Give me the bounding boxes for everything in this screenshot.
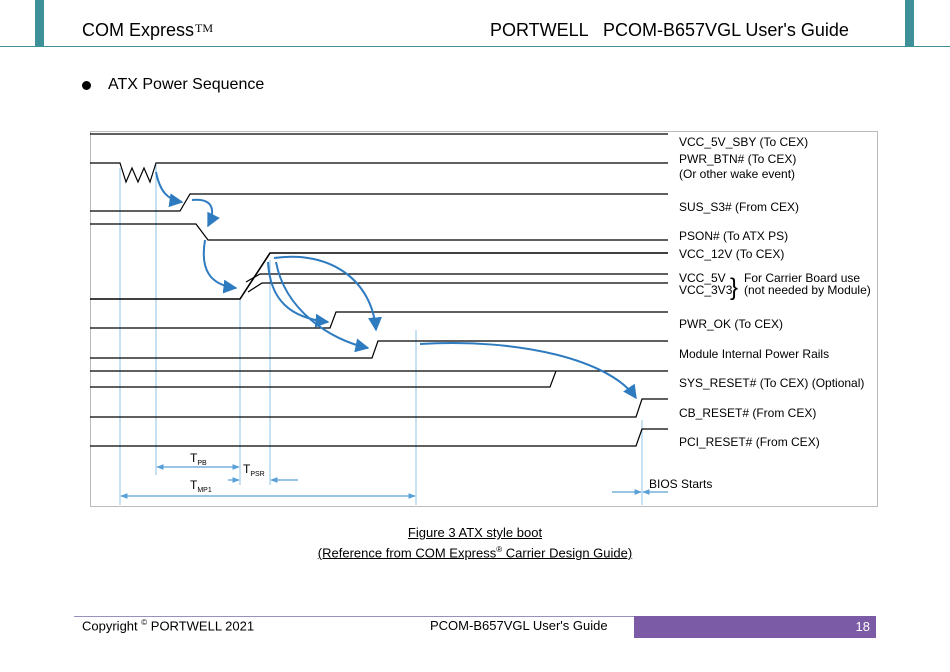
figure-reference: (Reference from COM Express® Carrier Des… xyxy=(317,545,633,561)
label-suss3: SUS_S3# (From CEX) xyxy=(679,200,799,214)
label-vcc5v: VCC_5V xyxy=(679,271,726,285)
wave-vcc12v xyxy=(90,252,668,300)
footer-guide-name: PCOM-B657VGL User's Guide xyxy=(430,618,608,633)
wave-pson xyxy=(90,223,668,241)
footer-rule xyxy=(74,616,876,617)
label-vcc12v: VCC_12V (To CEX) xyxy=(679,247,784,261)
tmp1-label: TMP1 xyxy=(190,478,212,494)
header-product-title: COM ExpressTM xyxy=(82,20,213,41)
section-title: ATX Power Sequence xyxy=(108,76,265,93)
label-wake: (Or other wake event) xyxy=(679,167,795,181)
wave-cbreset xyxy=(90,398,668,418)
timing-measurements xyxy=(120,464,668,499)
figure-caption: Figure 3 ATX style boot xyxy=(407,525,543,540)
signal-labels: VCC_5V_SBY (To CEX) PWR_BTN# (To CEX) (O… xyxy=(679,135,871,449)
label-pcireset: PCI_RESET# (From CEX) xyxy=(679,435,820,449)
wave-sysreset-2 xyxy=(90,370,557,388)
wave-pwrok xyxy=(90,311,668,329)
tpsr-label: TPSR xyxy=(243,462,265,478)
brace-note-1: For Carrier Board use xyxy=(744,271,860,285)
label-vcc3v3: VCC_3V3 xyxy=(679,283,733,297)
brace-note-2: (not needed by Module) xyxy=(744,283,871,297)
header-guide-title: PORTWELL PCOM-B657VGL User's Guide xyxy=(490,20,849,40)
page-number: 18 xyxy=(855,619,870,634)
timing-guides xyxy=(119,165,643,505)
brace-glyph: } xyxy=(730,274,738,301)
header-accent-right xyxy=(905,0,914,47)
label-pwrok: PWR_OK (To CEX) xyxy=(679,317,783,331)
header-rule xyxy=(0,46,950,47)
registered-mark: ® xyxy=(496,545,503,554)
copyright-mark: © xyxy=(141,618,148,627)
label-pwrbtn: PWR_BTN# (To CEX) xyxy=(679,152,796,166)
wave-suss3 xyxy=(90,193,668,212)
bios-label: BIOS Starts xyxy=(649,477,712,491)
header-accent-left xyxy=(35,0,44,47)
timing-diagram-frame xyxy=(90,131,878,507)
bullet-icon xyxy=(82,80,91,90)
product-name: COM Express xyxy=(82,20,195,40)
waveforms xyxy=(90,133,668,447)
label-pson: PSON# (To ATX PS) xyxy=(679,229,788,243)
footer-copyright: Copyright © PORTWELL 2021 xyxy=(82,618,255,634)
trademark-mark: TM xyxy=(195,21,214,35)
wave-pcireset xyxy=(90,428,668,447)
section-heading: ATX Power Sequence xyxy=(82,76,264,94)
label-cbreset: CB_RESET# (From CEX) xyxy=(679,406,816,420)
wave-vcc5v xyxy=(245,273,668,283)
label-vcc5vsby: VCC_5V_SBY (To CEX) xyxy=(679,135,808,149)
label-internal-rails: Module Internal Power Rails xyxy=(679,347,829,361)
wave-internal-rails xyxy=(90,340,668,359)
wave-pwrbtn xyxy=(90,162,668,184)
footer-page-band xyxy=(634,616,876,638)
tpb-label: TPB xyxy=(190,451,207,467)
label-sysreset: SYS_RESET# (To CEX) (Optional) xyxy=(679,376,864,390)
sequence-arrows xyxy=(155,171,637,400)
wave-vcc3v3 xyxy=(247,282,668,293)
